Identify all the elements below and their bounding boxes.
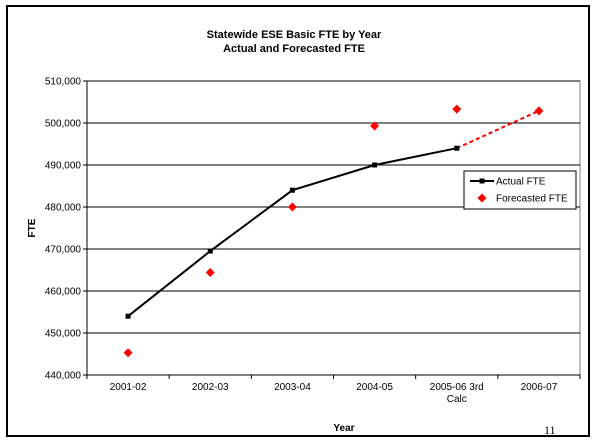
actual-fte-point: [125, 313, 131, 319]
x-tick-label: 2005-06 3rd Calc: [430, 382, 484, 405]
slide-number: 11: [544, 423, 556, 437]
y-tick-label: 510,000: [45, 77, 82, 88]
chart-subtitle: Actual and Forecasted FTE: [223, 43, 365, 55]
forecasted-fte-point: [287, 202, 297, 212]
actual-fte-point: [454, 145, 460, 151]
forecasted-fte-point: [205, 268, 215, 278]
legend-marker-forecasted-fte: [477, 193, 487, 203]
y-tick-label: 470,000: [45, 245, 82, 256]
projection-line: [456, 109, 540, 150]
x-tick-label: 2001-02: [110, 382, 147, 393]
x-tick-label: 2004-05: [356, 382, 393, 393]
legend-label-actual-fte: Actual FTE: [496, 177, 546, 188]
x-tick-label: 2003-04: [274, 382, 311, 393]
actual-fte-point: [289, 187, 295, 193]
y-axis-label: FTE: [27, 218, 38, 237]
y-tick-label: 480,000: [45, 203, 82, 214]
forecasted-fte-point: [534, 106, 544, 116]
y-tick-label: 450,000: [45, 329, 82, 340]
y-tick-label: 490,000: [45, 161, 82, 172]
y-tick-label: 460,000: [45, 287, 82, 298]
y-tick-label: 440,000: [45, 371, 82, 382]
y-tick-label: 500,000: [45, 119, 82, 130]
legend-marker-actual-fte: [479, 178, 485, 184]
forecasted-fte-point: [123, 348, 133, 358]
legend-label-forecasted-fte: Forecasted FTE: [496, 194, 568, 205]
legend: Actual FTE Forecasted FTE: [463, 170, 577, 210]
chart-title: Statewide ESE Basic FTE by Year: [207, 29, 382, 41]
plot-area: [86, 80, 581, 376]
legend-box: [463, 170, 577, 210]
x-tick-label: 2002-03: [192, 382, 229, 393]
x-axis-label: Year: [333, 423, 354, 434]
forecasted-fte-point: [370, 121, 380, 131]
forecasted-fte-point: [452, 104, 462, 114]
slide: Statewide ESE Basic FTE by Year Actual a…: [6, 5, 590, 437]
chart: Statewide ESE Basic FTE by Year Actual a…: [27, 29, 581, 434]
actual-fte-point: [372, 162, 378, 168]
actual-fte-point: [207, 248, 213, 254]
x-tick-label: 2006-07: [521, 382, 558, 393]
